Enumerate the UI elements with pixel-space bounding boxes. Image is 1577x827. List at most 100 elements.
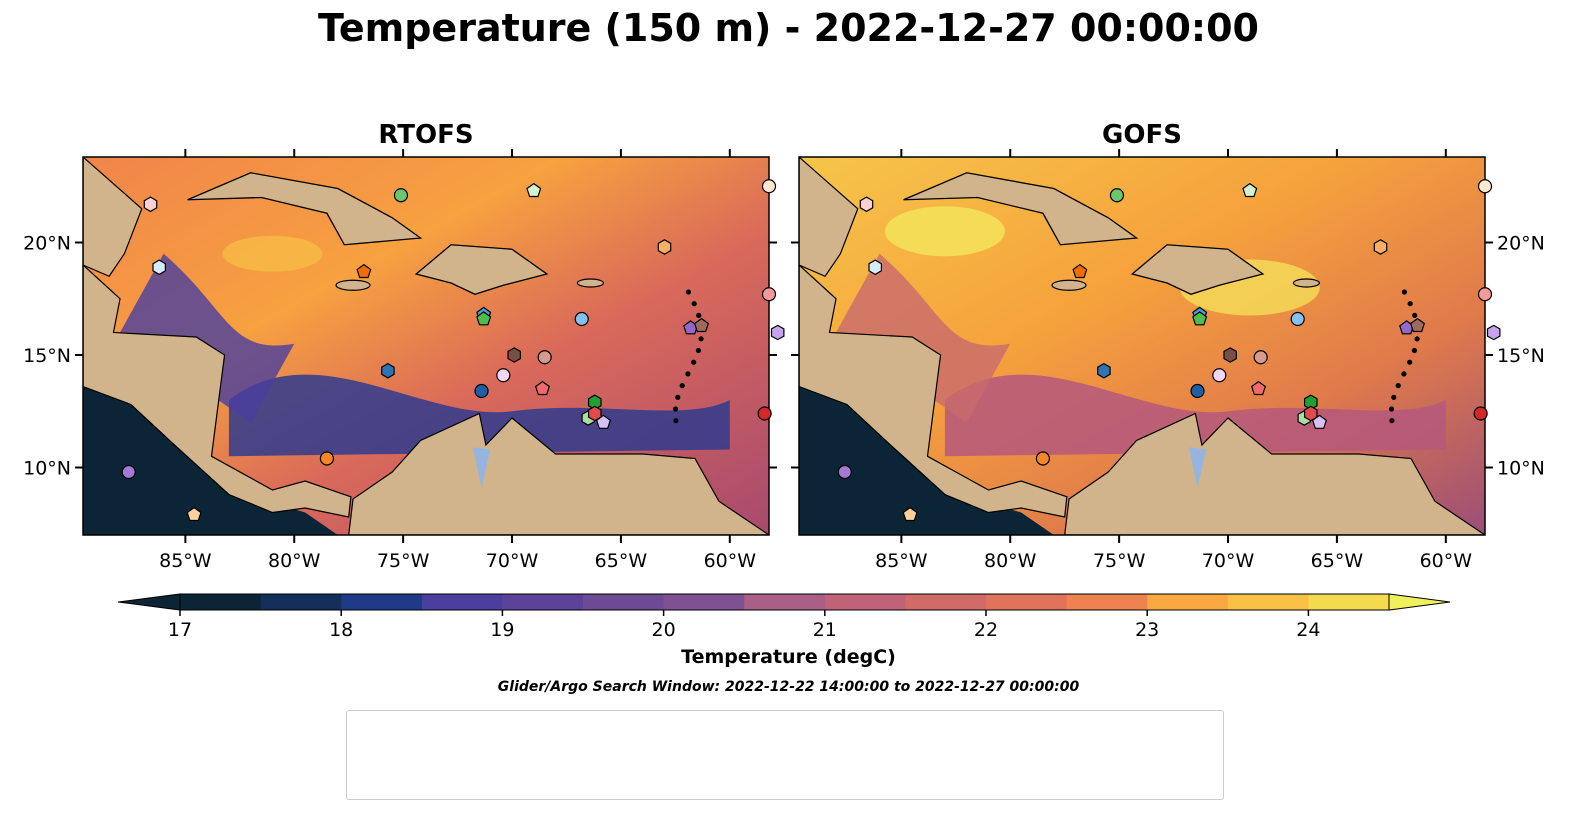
float-marker-4903350: [534, 380, 551, 396]
colorbar-bin: [1147, 594, 1229, 610]
pacific-water: [799, 386, 1054, 535]
colorbar-bin: [663, 594, 745, 610]
land-cuba: [903, 172, 1139, 246]
colorbar-bin: [421, 594, 503, 610]
colorbar-bin: [1308, 594, 1390, 610]
island-lesser-antilles: [691, 359, 697, 365]
island-lesser-antilles: [672, 406, 679, 412]
y-tick-label: 20°N: [1497, 233, 1545, 255]
colorbar-bin: [744, 594, 826, 610]
float-marker-4903345: [526, 182, 542, 198]
y-tick-label: 15°N: [23, 345, 71, 367]
island-lesser-antilles: [1391, 394, 1397, 400]
colorbar-frame: [179, 593, 1390, 611]
x-tick-label: 70°W: [1202, 550, 1255, 572]
x-tick-label: 60°W: [1420, 550, 1473, 572]
x-tick-label: 85°W: [875, 550, 928, 572]
land-puerto-rico: [576, 278, 605, 288]
lake-maracaibo: [1188, 447, 1207, 488]
float-marker-4901720: [319, 451, 335, 466]
island-lesser-antilles: [679, 383, 685, 389]
land-yucatan: [799, 157, 859, 277]
land-hispaniola: [414, 244, 549, 295]
warm-patch: [884, 206, 1005, 257]
float-marker-4902476: [186, 506, 202, 522]
colorbar-tick-label: 22: [974, 619, 998, 641]
y-tick-label: 15°N: [1497, 345, 1545, 367]
x-tick-label: 85°W: [159, 550, 212, 572]
colorbar-label: Temperature (degC): [681, 646, 896, 668]
land-central-america: [799, 264, 1068, 518]
float-marker-4902355: [1373, 239, 1388, 255]
float-marker-6902958: [595, 414, 612, 429]
float-marker-5906480: [770, 324, 785, 341]
island-lesser-antilles: [1401, 289, 1408, 295]
land-jamaica: [1051, 279, 1087, 291]
colorbar-tick-label: 20: [652, 619, 676, 641]
x-tick-label: 80°W: [984, 550, 1037, 572]
map-panel-rtofs: [83, 157, 769, 535]
float-marker-4903333: [1109, 188, 1125, 203]
float-marker-6903137: [537, 350, 552, 365]
float-marker-4901716: [152, 259, 166, 276]
x-tick-label: 75°W: [377, 550, 430, 572]
float-marker-4903349: [587, 405, 602, 422]
float-marker-4903352: [1477, 287, 1493, 302]
float-marker-6903135: [1223, 347, 1238, 363]
float-marker-4902355: [657, 239, 672, 255]
colorbar-bin: [180, 594, 262, 610]
x-tick-label: 60°W: [704, 550, 757, 572]
land-jamaica: [335, 279, 371, 291]
float-marker-4903350: [1250, 380, 1267, 396]
colorbar-bin: [1066, 594, 1148, 610]
float-marker-3902457: [1290, 311, 1305, 327]
colorbar-tick-label: 18: [329, 619, 353, 641]
x-tick-label: 65°W: [595, 550, 648, 572]
colorbar-bin: [905, 594, 987, 610]
float-marker-4903333: [393, 188, 409, 203]
land-hispaniola: [1130, 244, 1265, 295]
cool-water-west: [120, 253, 295, 423]
land-puerto-rico: [1292, 278, 1321, 288]
colorbar-bin: [986, 594, 1068, 610]
island-lesser-antilles: [1414, 336, 1420, 342]
float-marker-4903237: [1477, 179, 1493, 194]
float-marker-4901720: [1035, 451, 1051, 466]
land-south-america: [348, 412, 769, 535]
float-marker-5906480: [1486, 324, 1501, 341]
land-central-america: [83, 264, 352, 518]
island-lesser-antilles: [1407, 301, 1413, 307]
search-window-text: Glider/Argo Search Window: 2022-12-22 14…: [497, 679, 1080, 695]
float-marker-6903136: [1409, 317, 1426, 333]
y-tick-label: 10°N: [1497, 458, 1545, 480]
y-tick-label: 10°N: [23, 458, 71, 480]
island-lesser-antilles: [673, 418, 679, 424]
colorbar-tick-label: 17: [168, 619, 192, 641]
island-lesser-antilles: [1388, 406, 1395, 412]
float-marker-4902476: [902, 506, 918, 522]
land-cuba: [187, 172, 423, 246]
colorbar-bin: [502, 594, 584, 610]
float-marker-4903354: [143, 196, 158, 213]
x-tick-label: 70°W: [486, 550, 539, 572]
island-lesser-antilles: [1401, 371, 1407, 377]
float-marker-5906478: [121, 464, 136, 480]
float-marker-4903347: [757, 406, 772, 421]
island-lesser-antilles: [1412, 312, 1418, 318]
colorbar-tick-label: 19: [490, 619, 514, 641]
float-marker-5906478: [837, 464, 852, 480]
island-lesser-antilles: [691, 301, 697, 307]
colorbar-tick-label: 23: [1135, 619, 1159, 641]
float-marker-3901859: [381, 362, 395, 379]
colorbar-tick-label: 24: [1296, 619, 1320, 641]
float-marker-4903352: [761, 287, 777, 302]
colorbar-bin: [583, 594, 665, 610]
colorbar-bin: [260, 594, 342, 610]
colorbar-extend-min: [117, 593, 181, 611]
land-south-america: [1064, 412, 1485, 535]
float-marker-4903349: [1303, 405, 1318, 422]
island-lesser-antilles: [685, 371, 691, 377]
island-lesser-antilles: [685, 289, 692, 295]
float-marker-6903136: [693, 317, 710, 333]
